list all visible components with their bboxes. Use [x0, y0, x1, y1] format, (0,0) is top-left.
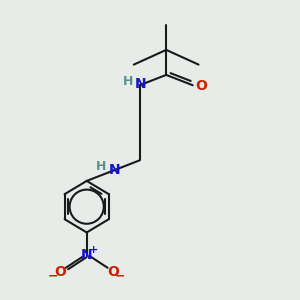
Text: N: N: [81, 248, 92, 262]
Text: O: O: [107, 265, 119, 279]
Text: O: O: [195, 79, 207, 93]
Text: −: −: [115, 269, 125, 283]
Text: O: O: [54, 265, 66, 279]
Text: N: N: [109, 163, 121, 177]
Text: −: −: [48, 269, 59, 283]
Text: +: +: [88, 244, 98, 254]
Text: H: H: [96, 160, 106, 173]
Text: H: H: [123, 75, 134, 88]
Text: N: N: [135, 77, 146, 91]
